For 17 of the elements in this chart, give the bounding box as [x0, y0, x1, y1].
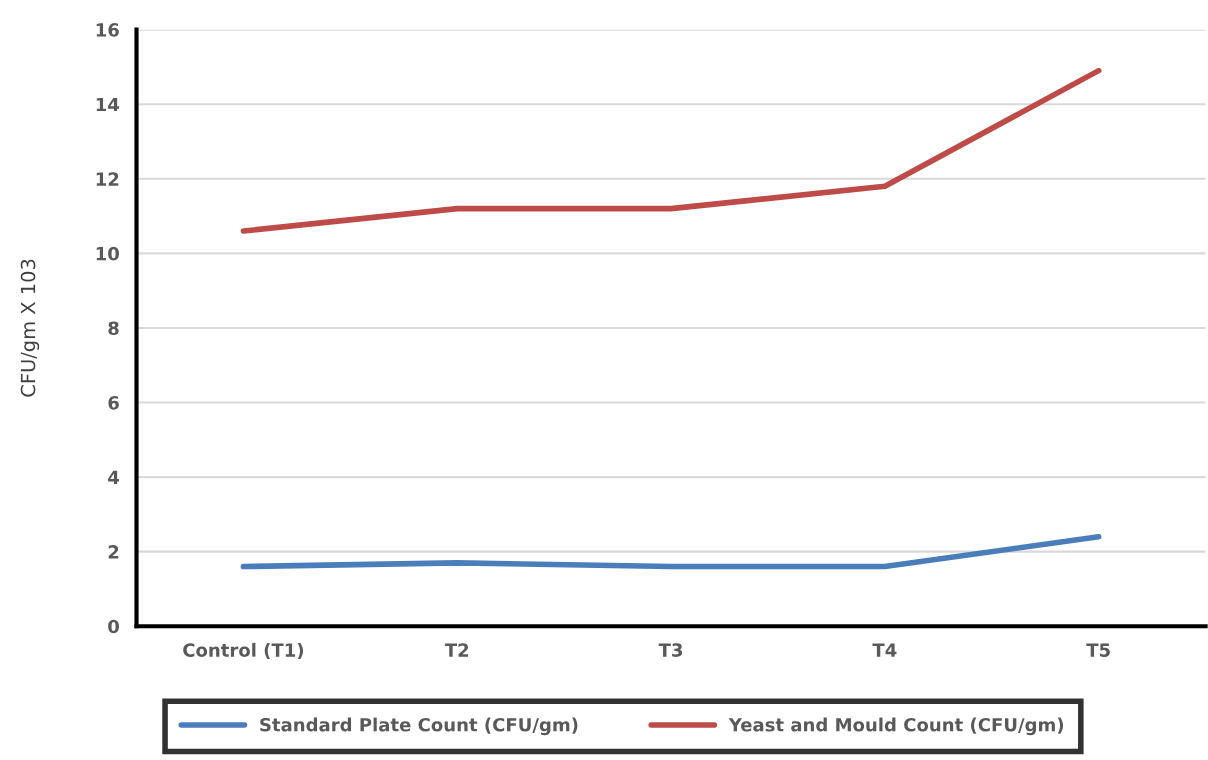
- x-tick-label: T3: [658, 643, 683, 657]
- y-tick-label: 10: [96, 246, 119, 261]
- y-tick-label: 6: [108, 395, 119, 410]
- x-tick-label: Control (T1): [183, 642, 304, 660]
- y-tick-label: 12: [96, 172, 119, 186]
- y-tick-label: 0: [108, 619, 119, 634]
- y-tick-label: 8: [108, 321, 119, 336]
- y-tick-label: 14: [96, 97, 120, 112]
- y-tick-label: 4: [108, 470, 120, 484]
- y-tick-label: 16: [96, 23, 119, 37]
- y-tick-label: 2: [108, 545, 119, 559]
- x-tick-label: T5: [1086, 643, 1110, 657]
- x-tick-label: T2: [444, 643, 469, 657]
- y-axis-title: CFU/gm X 103: [20, 259, 40, 397]
- x-tick-label: T4: [872, 643, 897, 657]
- legend-label: Yeast and Mould Count (CFU/gm): [728, 717, 1064, 736]
- legend-label: Standard Plate Count (CFU/gm): [260, 717, 578, 736]
